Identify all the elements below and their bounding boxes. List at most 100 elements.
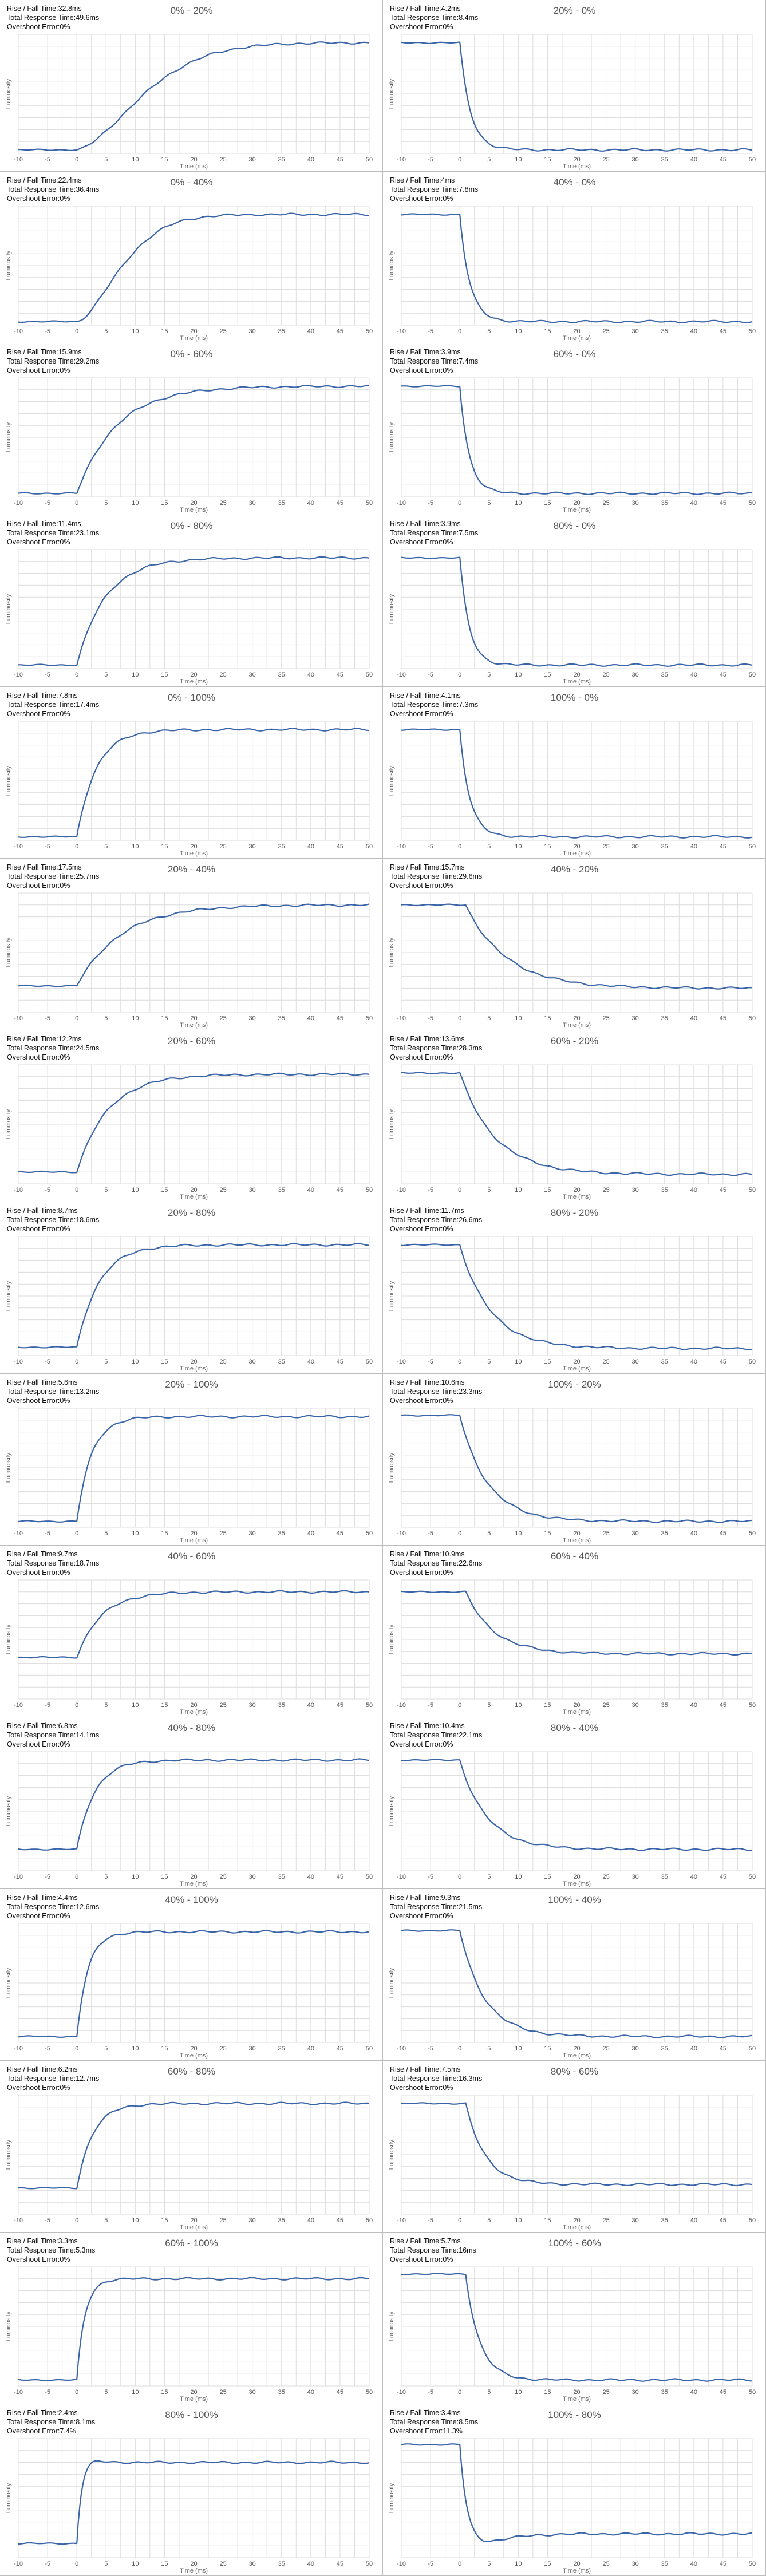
x-tick-label: 0 [75, 1015, 78, 1022]
x-tick-label: 15 [161, 671, 168, 678]
x-tick-label: -5 [45, 156, 50, 163]
x-tick-label: 20 [190, 1874, 197, 1880]
chart-stats: Rise / Fall Time:5.6ms Total Response Tim… [7, 1378, 99, 1405]
x-tick-label: 45 [337, 1015, 343, 1022]
chart-svg: -10 -5 0 5 10 15 20 25 30 35 40 45 50 Time (ms) Lumino… [388, 1751, 756, 1887]
x-tick-label: 5 [104, 2561, 108, 2567]
chart-panel: Rise / Fall Time:22.4ms Total Response Ti… [0, 172, 383, 343]
x-tick-label: 25 [219, 1015, 226, 1022]
x-tick-label: 0 [75, 1874, 78, 1880]
x-tick-label: 45 [337, 1874, 343, 1880]
x-tick-label: 10 [515, 671, 522, 678]
chart-stats: Rise / Fall Time:11.7ms Total Response Ti… [390, 1206, 482, 1234]
x-tick-label: -10 [14, 328, 23, 335]
x-tick-label: 0 [458, 500, 461, 507]
x-tick-label: 40 [307, 2561, 314, 2567]
x-tick-label: -10 [14, 2389, 23, 2396]
x-tick-label: 0 [75, 2045, 78, 2052]
x-tick-label: -5 [428, 2217, 433, 2224]
total-response-time: Total Response Time:5.3ms [7, 2246, 96, 2254]
chart-svg: -10 -5 0 5 10 15 20 25 30 35 40 45 50 Time (ms) Lumino… [5, 1408, 373, 1544]
x-tick-label: -10 [14, 2217, 23, 2224]
x-tick-label: 10 [132, 328, 139, 335]
x-tick-label: 45 [337, 1702, 343, 1709]
x-tick-label: 20 [190, 671, 197, 678]
x-tick-label: 10 [132, 671, 139, 678]
chart-panel: Rise / Fall Time:2.4ms Total Response Tim… [0, 2404, 383, 2576]
luminosity-series-line [18, 2460, 370, 2545]
overshoot-error: Overshoot Error:0% [7, 23, 70, 31]
x-tick-label: 25 [219, 2389, 226, 2396]
luminosity-series-line [401, 41, 753, 152]
x-tick-label: 50 [366, 671, 373, 678]
total-response-time: Total Response Time:36.4ms [7, 185, 100, 193]
x-tick-label: 15 [544, 671, 551, 678]
chart-stats: Rise / Fall Time:4.1ms Total Response Tim… [390, 691, 478, 718]
total-response-time: Total Response Time:16ms [390, 2246, 476, 2254]
x-tick-label: -5 [428, 1874, 433, 1880]
x-tick-label: 35 [661, 500, 668, 507]
x-tick-label: 25 [219, 1358, 226, 1365]
x-tick-label: 35 [278, 500, 285, 507]
x-tick-label: 35 [661, 843, 668, 850]
chart-title: 100% - 80% [548, 2409, 601, 2420]
chart-title: 20% - 0% [553, 5, 596, 16]
chart-svg: -10 -5 0 5 10 15 20 25 30 35 40 45 50 Time (ms) Lumino… [388, 206, 756, 342]
luminosity-series-line [401, 1759, 753, 1851]
x-tick-label: -10 [14, 156, 23, 163]
x-tick-label: -5 [45, 1187, 50, 1194]
luminosity-series-line [18, 903, 370, 987]
luminosity-series-line [18, 1930, 370, 2038]
chart-svg: -10 -5 0 5 10 15 20 25 30 35 40 45 50 Time (ms) Lumino… [5, 206, 373, 342]
x-tick-label: 10 [132, 2045, 139, 2052]
x-axis-label: Time (ms) [563, 678, 591, 685]
chart-stats: Rise / Fall Time:17.5ms Total Response Ti… [7, 863, 99, 890]
chart-svg: -10 -5 0 5 10 15 20 25 30 35 40 45 50 Time (ms) Lumino… [5, 1579, 373, 1716]
x-tick-label: 30 [249, 500, 256, 507]
x-tick-label: 40 [690, 1530, 697, 1537]
luminosity-series-line [401, 1243, 753, 1350]
x-axis-label: Time (ms) [180, 507, 208, 513]
x-tick-label: 0 [458, 2389, 461, 2396]
chart-panel: Rise / Fall Time:10.9ms Total Response Ti… [383, 1546, 766, 1717]
chart-svg: -10 -5 0 5 10 15 20 25 30 35 40 45 50 Time (ms) Lumino… [5, 34, 373, 170]
luminosity-series-line [401, 1590, 753, 1656]
x-tick-label: 20 [190, 1015, 197, 1022]
x-axis-label: Time (ms) [563, 1709, 591, 1716]
x-tick-label: -10 [397, 2045, 406, 2052]
x-axis-label: Time (ms) [180, 335, 208, 342]
x-tick-label: 45 [337, 2561, 343, 2567]
x-tick-label: -5 [45, 2561, 50, 2567]
x-tick-label: 50 [749, 1187, 756, 1194]
x-tick-label: 25 [602, 328, 609, 335]
chart-svg: -10 -5 0 5 10 15 20 25 30 35 40 45 50 Time (ms) Lumino… [388, 2095, 756, 2231]
chart-panel: Rise / Fall Time:3.3ms Total Response Tim… [0, 2233, 383, 2404]
x-tick-label: 20 [190, 1358, 197, 1365]
chart-stats: Rise / Fall Time:10.4ms Total Response Ti… [390, 1721, 482, 1749]
x-tick-label: 0 [458, 1702, 461, 1709]
x-tick-label: 50 [749, 2561, 756, 2567]
x-tick-label: -10 [397, 671, 406, 678]
overshoot-error: Overshoot Error:0% [390, 2084, 453, 2092]
y-axis-label: Luminosity [388, 2311, 395, 2341]
x-tick-label: 50 [749, 843, 756, 850]
x-tick-label: 40 [690, 2217, 697, 2224]
x-tick-label: 5 [104, 1702, 108, 1709]
chart-stats: Rise / Fall Time:15.9ms Total Response Ti… [7, 347, 99, 375]
luminosity-series-line [18, 1590, 370, 1659]
luminosity-series-line [401, 385, 753, 495]
x-tick-label: 35 [278, 2045, 285, 2052]
x-tick-label: 10 [132, 843, 139, 850]
x-tick-label: 50 [749, 1874, 756, 1880]
x-tick-label: 45 [720, 2217, 726, 2224]
x-tick-label: 15 [161, 1874, 168, 1880]
chart-title: 20% - 80% [167, 1207, 216, 1218]
luminosity-series-line [18, 2101, 370, 2190]
x-tick-label: 30 [632, 328, 639, 335]
x-tick-label: 10 [515, 1702, 522, 1709]
chart-panel: Rise / Fall Time:9.7ms Total Response Tim… [0, 1546, 383, 1717]
chart-title: 80% - 20% [550, 1207, 599, 1218]
chart-svg: -10 -5 0 5 10 15 20 25 30 35 40 45 50 Time (ms) Lumino… [388, 1408, 756, 1544]
x-tick-label: 20 [573, 1187, 580, 1194]
chart-stats: Rise / Fall Time:2.4ms Total Response Tim… [7, 2408, 95, 2436]
